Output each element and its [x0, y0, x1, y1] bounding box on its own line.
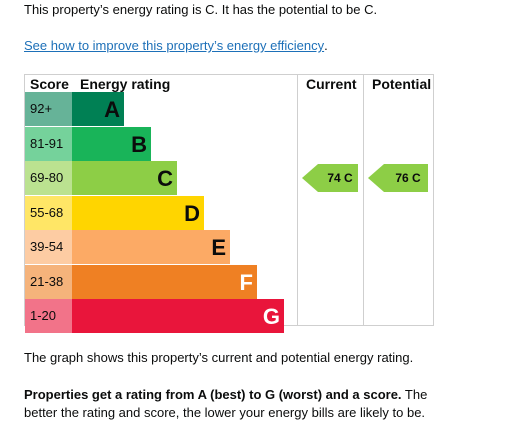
band-letter-e: E [211, 235, 226, 260]
band-score-f: 21-38 [25, 264, 72, 299]
band-bar-f: F [72, 264, 257, 299]
band-letter-d: D [184, 200, 200, 226]
band-letter-g: G [262, 304, 280, 329]
arrow-shape-icon [302, 164, 358, 192]
current-rating-arrow: 74 C [302, 164, 358, 192]
band-bar-c: C [72, 161, 177, 195]
header-energy-rating: Energy rating [80, 76, 171, 92]
header-score: Score [30, 76, 69, 92]
current-rating-label: 74 C [327, 171, 353, 185]
band-bar-b: B [72, 126, 151, 161]
header-potential: Potential [372, 76, 432, 92]
intro-text: This property’s energy rating is C. It h… [24, 2, 378, 17]
band-score-g: 1-20 [25, 299, 72, 333]
band-score-a: 92+ [25, 92, 72, 126]
improve-energy-link[interactable]: See how to improve this property’s energ… [24, 38, 325, 53]
band-score-e: 39-54 [25, 230, 72, 264]
link-suffix: . [324, 38, 328, 53]
rating-explanation-bold: Properties get a rating from A (best) to… [24, 387, 402, 402]
header-current: Current [306, 76, 357, 92]
improve-link-wrapper: See how to improve this property’s energ… [24, 38, 328, 53]
potential-rating-arrow: 76 C [368, 164, 428, 192]
band-bar-g: G [72, 299, 284, 333]
graph-note: The graph shows this property’s current … [24, 350, 414, 365]
band-letter-f: F [239, 269, 253, 295]
band-letter-c: C [157, 166, 173, 191]
arrow-shape-icon [368, 164, 428, 192]
band-bar-d: D [72, 195, 204, 230]
rating-explanation: Properties get a rating from A (best) to… [24, 386, 444, 422]
band-letter-b: B [131, 131, 147, 157]
band-score-c: 69-80 [25, 161, 72, 195]
divider-current [297, 75, 298, 325]
divider-potential [363, 75, 364, 325]
band-letter-a: A [104, 97, 120, 122]
band-bar-e: E [72, 230, 230, 264]
potential-rating-label: 76 C [395, 171, 421, 185]
rating-explanation-rest: The better the rating and score, the low… [24, 387, 428, 420]
energy-rating-table: Score Energy rating Current Potential 92… [24, 74, 434, 333]
band-score-b: 81-91 [25, 126, 72, 161]
band-score-d: 55-68 [25, 195, 72, 230]
band-bar-a: A [72, 92, 124, 126]
